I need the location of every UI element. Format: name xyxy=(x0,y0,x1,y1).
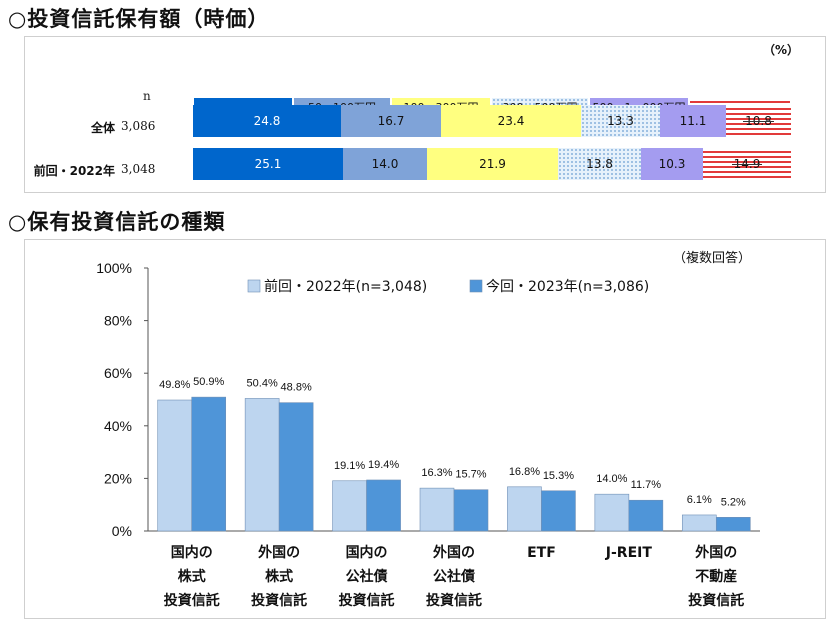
data-label: 15.3% xyxy=(543,470,574,482)
segment-value-label: 14.9 xyxy=(731,157,763,171)
bar-previous xyxy=(507,486,542,532)
multiple-answer-note: （複数回答） xyxy=(673,251,752,266)
bar-previous xyxy=(244,398,280,532)
segment-value-label: 24.8 xyxy=(253,114,281,128)
bar-current xyxy=(278,402,314,532)
segment-value-label: 25.1 xyxy=(254,157,282,171)
data-label: 19.4% xyxy=(368,459,399,471)
stacked-segment: 14.0 xyxy=(343,148,427,180)
section1-title: ○投資信託保有額（時価） xyxy=(8,7,270,31)
row-n: 3,086 xyxy=(121,119,156,133)
bar-current xyxy=(366,479,401,532)
data-label: 48.8% xyxy=(281,382,312,394)
segment-value-label: 13.3 xyxy=(607,114,634,128)
bar-previous xyxy=(594,493,630,532)
stacked-segment: 11.1 xyxy=(660,105,726,137)
bar-previous xyxy=(681,514,717,532)
holdings-panel: （%） n 50万円未満50～100万円 未満100～300万円 未満300～5… xyxy=(24,36,826,193)
legend-swatch xyxy=(469,279,483,293)
legend-label: 今回・2023年(n=3,086) xyxy=(486,279,649,295)
stacked-segment: 23.4 xyxy=(441,105,581,137)
data-label: 49.8% xyxy=(159,379,190,391)
stacked-segment: 13.3 xyxy=(581,105,660,137)
data-label: 50.9% xyxy=(193,376,224,388)
data-label: 16.3% xyxy=(421,467,452,479)
bar-current xyxy=(715,517,751,532)
stacked-segment: 14.9 xyxy=(703,148,791,180)
stacked-segment: 16.7 xyxy=(341,105,441,137)
data-label: 11.7% xyxy=(631,479,662,491)
y-tick-label: 40% xyxy=(104,418,132,434)
y-tick-label: 100% xyxy=(96,260,132,276)
category-label: 外国の 公社債 投資信託 xyxy=(426,545,482,609)
category-label: 外国の 株式 投資信託 xyxy=(251,545,308,609)
segment-value-label: 16.7 xyxy=(377,114,405,128)
row-name: 全体 xyxy=(90,121,115,135)
stacked-segment: 10.3 xyxy=(641,148,703,180)
bar-current xyxy=(541,490,576,532)
legend-swatch xyxy=(247,279,261,293)
segment-value-label: 21.9 xyxy=(479,157,506,171)
bar-previous xyxy=(419,487,455,532)
bar-current xyxy=(191,396,227,532)
legend-label: 前回・2022年(n=3,048) xyxy=(264,278,427,295)
stacked-segment: 24.8 xyxy=(193,105,341,137)
data-label: 5.2% xyxy=(721,496,746,508)
y-tick-label: 20% xyxy=(104,470,132,486)
data-label: 50.4% xyxy=(247,377,278,389)
n-header: n xyxy=(143,89,151,103)
segment-value-label: 10.8 xyxy=(743,114,774,128)
row-n: 3,048 xyxy=(121,162,156,176)
section2-title: ○保有投資信託の種類 xyxy=(8,210,226,234)
bar-current xyxy=(628,499,664,532)
data-label: 19.1% xyxy=(334,460,365,472)
unit-label: （%） xyxy=(763,43,800,57)
category-label: 国内の 公社債 投資信託 xyxy=(338,545,395,609)
stacked-segment: 25.1 xyxy=(193,148,343,180)
category-label: J-REIT xyxy=(605,545,652,561)
y-tick-label: 60% xyxy=(104,365,132,381)
bar-current xyxy=(453,489,489,532)
data-label: 14.0% xyxy=(596,473,627,485)
stacked-segment: 10.8 xyxy=(726,105,791,137)
segment-value-label: 14.0 xyxy=(371,157,399,171)
bar-previous xyxy=(157,399,193,532)
segment-value-label: 13.8 xyxy=(586,157,613,171)
segment-value-label: 11.1 xyxy=(679,114,707,128)
data-label: 16.8% xyxy=(509,466,540,478)
bar-previous xyxy=(332,480,367,532)
segment-value-label: 23.4 xyxy=(497,114,525,128)
row-name: 前回・2022年 xyxy=(33,164,115,178)
y-tick-label: 0% xyxy=(112,523,132,539)
segment-value-label: 10.3 xyxy=(658,157,686,171)
stacked-segment: 13.8 xyxy=(558,148,641,180)
y-tick-label: 80% xyxy=(104,313,132,329)
category-label: 国内の 株式 投資信託 xyxy=(163,545,220,609)
data-label: 6.1% xyxy=(687,494,712,506)
category-label: ETF xyxy=(527,545,556,561)
data-label: 15.7% xyxy=(455,469,486,481)
category-label: 外国の 不動産 投資信託 xyxy=(688,545,745,609)
stacked-segment: 21.9 xyxy=(427,148,558,180)
